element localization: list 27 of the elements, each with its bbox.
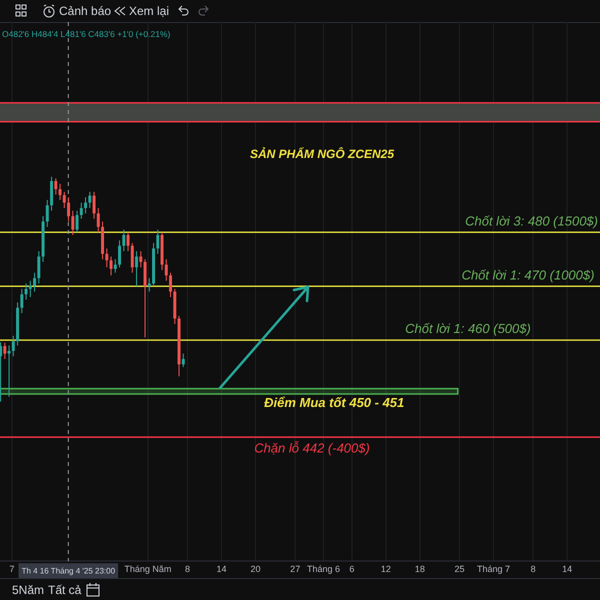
band-label: Điểm Mua tốt 450 - 451	[264, 395, 404, 410]
text: Tất cả	[48, 583, 82, 597]
text: 5Năm	[12, 583, 44, 597]
ref-line-label: Chốt lời 3: 480 (1500$)	[465, 213, 598, 228]
x-tick-label: Tháng Năm	[124, 564, 172, 574]
x-tick-label: 20	[250, 564, 261, 574]
x-tick-label: 6	[349, 564, 354, 574]
annotation: O482'6 H484'4 L481'6 C483'6 +1'0 (+0.21%)	[2, 29, 170, 39]
text: Xem lại	[129, 4, 170, 18]
x-tick-label: Tháng 6	[306, 564, 340, 574]
x-tick-label: 14	[216, 564, 227, 574]
ref-line-label: Chặn lỗ 442 (-400$)	[254, 440, 370, 456]
x-tick-label: 12	[380, 564, 391, 574]
text: Cảnh báo	[59, 4, 112, 18]
ref-line-label: Chốt lời 1: 470 (1000$)	[462, 267, 594, 282]
ref-line-label: Chốt lời 1: 460 (500$)	[405, 321, 531, 336]
ref-line-label: Th 4 16 Tháng 4 '25 23:00	[22, 566, 116, 576]
x-tick-label: 27	[290, 564, 300, 574]
x-tick-label: 8	[530, 564, 536, 574]
x-tick-label: 14	[562, 564, 572, 574]
x-tick-label: 25	[454, 564, 464, 574]
text: SẢN PHẨM NGÔ ZCEN25	[250, 147, 394, 161]
x-tick-label: Tháng 7	[476, 564, 510, 574]
x-tick-label: 7	[9, 564, 14, 574]
x-tick-label: 18	[414, 564, 425, 574]
candlestick	[8, 346, 11, 397]
x-tick-label: 8	[185, 564, 190, 574]
